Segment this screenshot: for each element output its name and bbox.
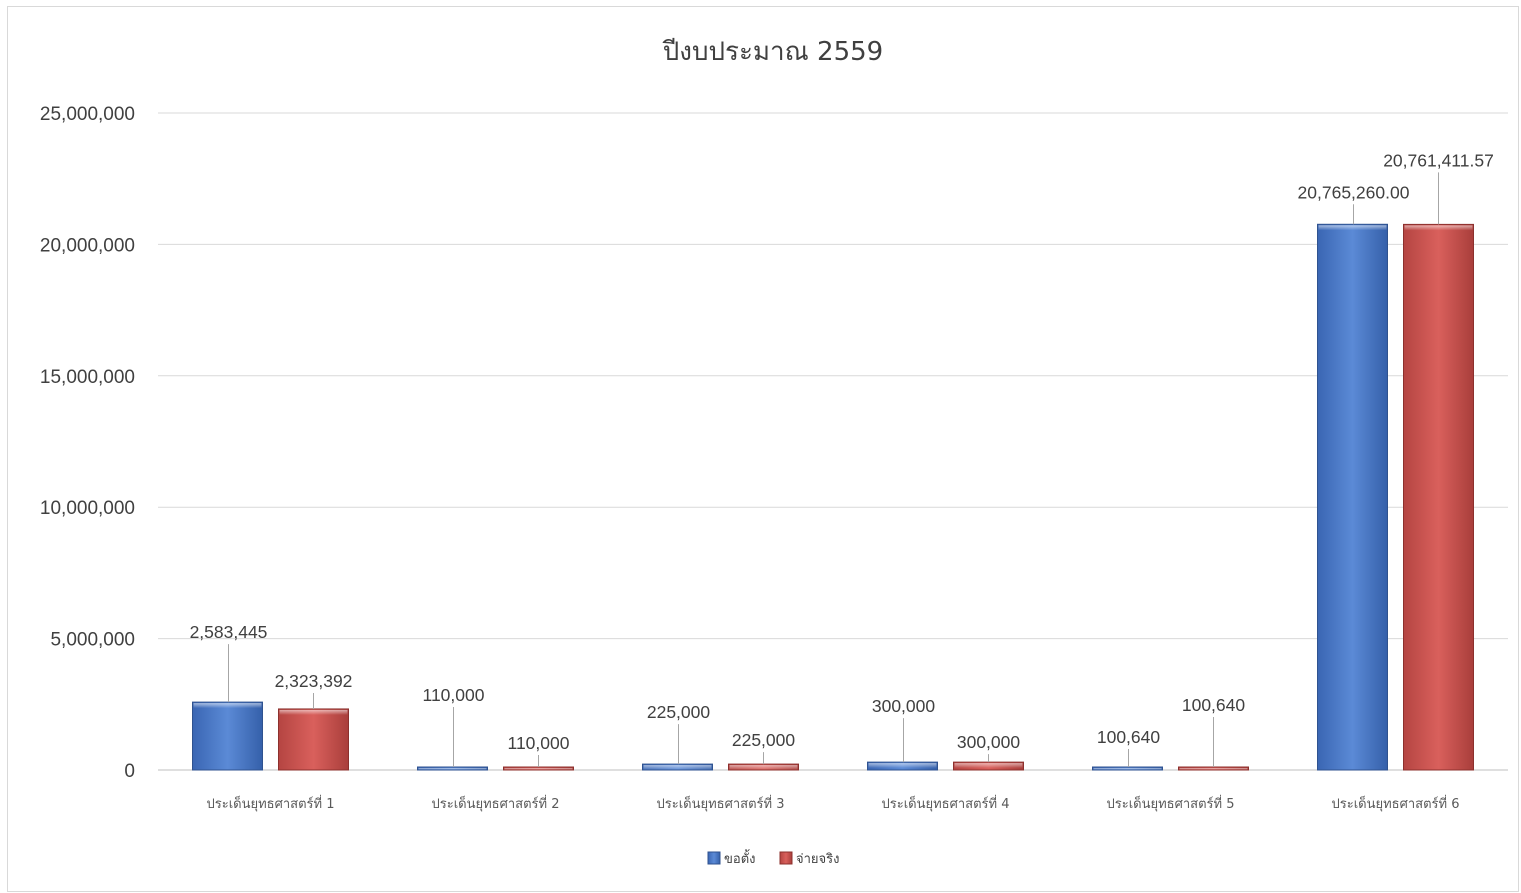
legend-label: จ่ายจริง	[796, 852, 839, 867]
data-label: 110,000	[423, 685, 485, 705]
legend-swatch	[707, 851, 721, 865]
data-label: 225,000	[732, 730, 796, 750]
x-category-label: ประเด็นยุทธศาสตร์ที่ 5	[1107, 794, 1235, 812]
data-label-leader-lines	[228, 172, 1439, 767]
y-tick-label: 15,000,000	[40, 367, 135, 388]
data-label: 2,583,445	[190, 622, 268, 642]
x-category-label: ประเด็นยุทธศาสตร์ที่ 6	[1332, 794, 1460, 812]
y-tick-label: 25,000,000	[40, 104, 135, 125]
gridlines	[158, 112, 1508, 771]
x-category-label: ประเด็นยุทธศาสตร์ที่ 1	[207, 794, 335, 812]
data-label: 20,765,260.00	[1298, 182, 1410, 202]
x-category-label: ประเด็นยุทธศาสตร์ที่ 3	[657, 794, 785, 812]
x-axis-category-labels: ประเด็นยุทธศาสตร์ที่ 1 ประเด็นยุทธศาสตร์ท…	[207, 794, 1460, 812]
data-label: 300,000	[957, 732, 1021, 752]
y-tick-label: 20,000,000	[40, 235, 135, 256]
bar-highlight	[1404, 225, 1473, 231]
bar-highlight	[643, 765, 712, 770]
x-category-label: ประเด็นยุทธศาสตร์ที่ 4	[882, 794, 1010, 812]
y-axis-tick-labels: 0 5,000,000 10,000,000 15,000,000 20,000,000…	[40, 104, 135, 782]
bar-highlight	[1318, 225, 1387, 231]
bar-highlight	[418, 768, 487, 770]
bar-spent	[1403, 223, 1474, 771]
bar-requested	[1317, 223, 1388, 771]
data-label: 20,761,411.57	[1383, 150, 1494, 170]
y-tick-label: 0	[124, 761, 135, 782]
chart-title: ปีงบประมาณ 2559	[662, 37, 883, 67]
legend-label: ขอตั้ง	[724, 849, 755, 867]
y-tick-label: 10,000,000	[40, 498, 135, 519]
bar-highlight	[1093, 768, 1162, 770]
legend: ขอตั้ง จ่ายจริง	[707, 849, 839, 867]
bar-highlight	[504, 768, 573, 770]
bar-highlight	[954, 763, 1023, 769]
bar-highlight	[868, 763, 937, 769]
x-category-label: ประเด็นยุทธศาสตร์ที่ 2	[432, 794, 560, 812]
data-labels: 2,583,445 2,323,392 110,000 110,000 225,000 2…	[190, 150, 1494, 753]
y-tick-label: 5,000,000	[50, 630, 135, 651]
chart-frame	[7, 6, 1519, 892]
bar-highlight	[193, 703, 262, 709]
bar-highlight	[1179, 768, 1248, 770]
data-label: 110,000	[508, 733, 570, 753]
data-label: 100,640	[1182, 695, 1246, 715]
bar-highlight	[279, 709, 348, 715]
bar-requested	[192, 701, 263, 771]
data-label: 300,000	[872, 696, 936, 716]
bar-highlight	[729, 765, 798, 770]
legend-swatch	[779, 851, 793, 865]
bars	[192, 223, 1474, 771]
data-label: 2,323,392	[275, 671, 353, 691]
bar-spent	[278, 708, 349, 771]
data-label: 100,640	[1097, 727, 1161, 747]
data-label: 225,000	[647, 702, 711, 722]
